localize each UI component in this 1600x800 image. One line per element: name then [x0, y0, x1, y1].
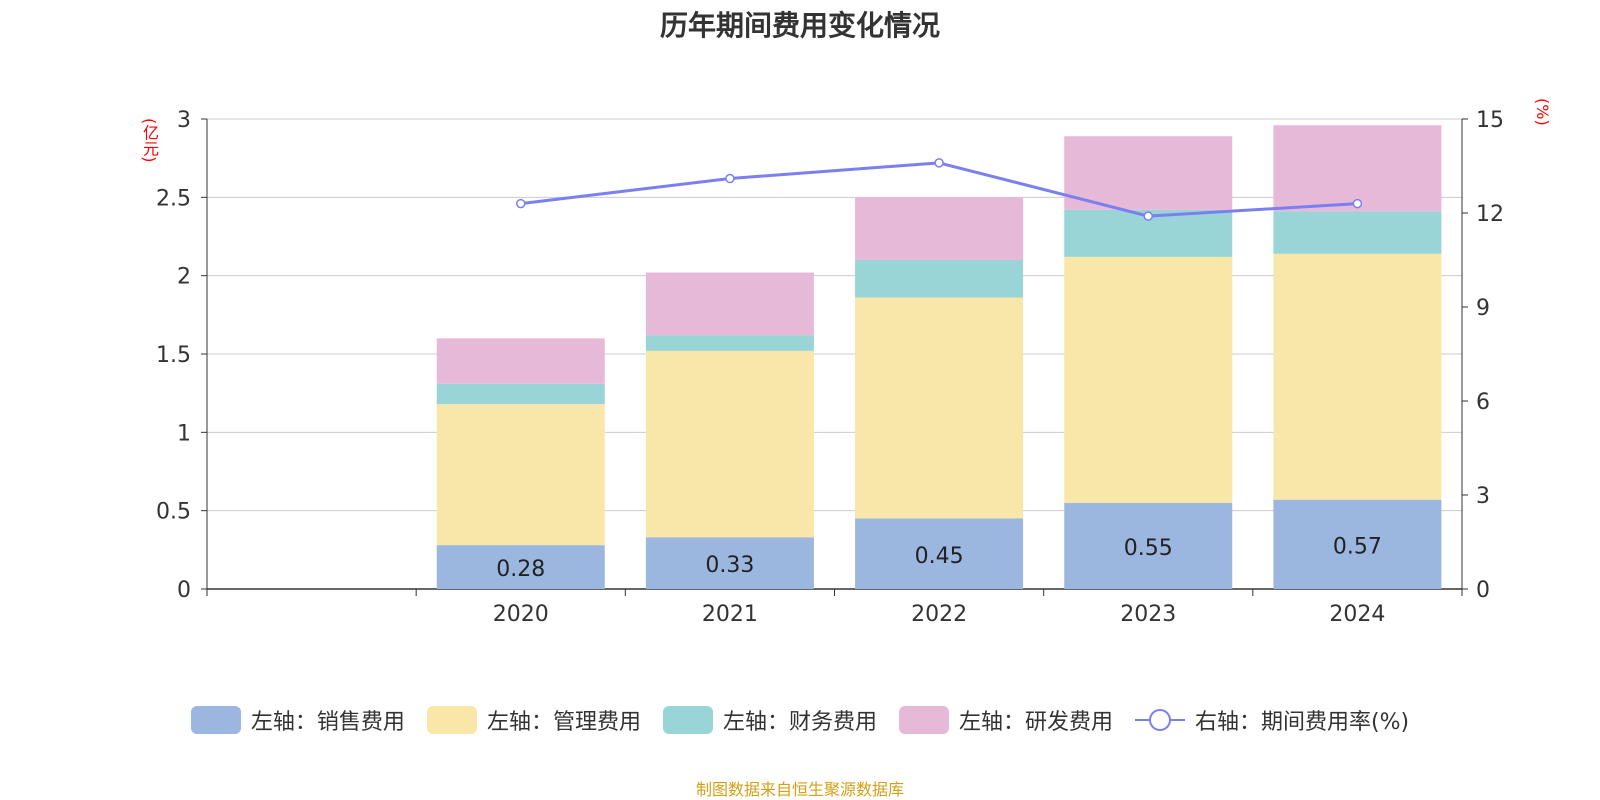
rate-point	[725, 173, 735, 184]
bar-segment-3	[855, 260, 1024, 298]
left-tick-label: 3	[177, 108, 191, 133]
bar-data-label: 0.33	[705, 553, 754, 578]
legend-swatch-rate	[1134, 709, 1185, 731]
legend-label-finance: 左轴：财务费用	[722, 710, 877, 735]
bar-segment-2	[855, 297, 1024, 519]
legend: 左轴：销售费用 左轴：管理费用 左轴：财务费用 左轴：研发费用 右轴：期间费用率…	[0, 700, 1600, 740]
bar-data-label: 0.45	[915, 544, 964, 569]
legend-item-rnd[interactable]: 左轴：研发费用	[898, 704, 1113, 736]
bar-segment-1	[855, 518, 1024, 589]
right-tick-label: 9	[1476, 296, 1490, 321]
legend-item-finance[interactable]: 左轴：财务费用	[662, 704, 877, 736]
left-axis-unit: (亿元)	[140, 118, 159, 163]
right-tick-label: 3	[1476, 484, 1490, 509]
bar-segment-1	[1064, 502, 1233, 589]
bar-data-label: 0.28	[496, 557, 545, 582]
rate-point	[1352, 198, 1363, 209]
bar-segment-3	[436, 383, 605, 405]
source-note: 制图数据来自恒生聚源数据库	[695, 780, 904, 799]
legend-swatch-admin	[426, 706, 477, 734]
right-tick-label: 15	[1476, 108, 1504, 133]
legend-item-sales[interactable]: 左轴：销售费用	[190, 704, 405, 736]
x-tick-label: 2023	[1120, 602, 1176, 627]
bar-segment-4	[436, 338, 605, 384]
bar-segment-4	[645, 272, 814, 336]
bar-segment-1	[645, 537, 814, 589]
chart-title: 历年期间费用变化情况	[659, 9, 940, 42]
legend-swatch-sales	[190, 706, 241, 734]
bar-segment-3	[645, 335, 814, 351]
bar-segment-3	[1273, 211, 1442, 254]
bar-segment-2	[645, 350, 814, 538]
right-tick-label: 12	[1476, 202, 1504, 227]
right-axis-unit: (%)	[1533, 98, 1552, 126]
x-tick-label: 2024	[1329, 602, 1385, 627]
bar-data-label: 0.55	[1124, 536, 1173, 561]
bar-segment-1	[1273, 499, 1442, 589]
legend-label-rnd: 左轴：研发费用	[958, 710, 1113, 735]
bar-segment-4	[1273, 125, 1442, 212]
legend-item-admin[interactable]: 左轴：管理费用	[426, 704, 641, 736]
left-tick-label: 0	[177, 578, 191, 603]
rate-point	[1143, 211, 1153, 221]
bar-data-label: 0.57	[1333, 534, 1382, 559]
legend-swatch-rnd	[898, 706, 949, 734]
bar-segment-1	[436, 545, 605, 589]
right-tick-label: 6	[1476, 390, 1490, 415]
legend-label-sales: 左轴：销售费用	[250, 710, 405, 735]
rate-point	[516, 198, 526, 209]
bar-segment-4	[855, 197, 1024, 260]
left-tick-label: 1	[177, 421, 191, 446]
x-tick-label: 2022	[911, 602, 967, 627]
x-tick-label: 2021	[702, 602, 758, 627]
bar-segment-2	[1273, 253, 1442, 500]
legend-swatch-finance	[662, 706, 713, 734]
left-tick-label: 0.5	[156, 500, 191, 525]
left-tick-label: 2	[177, 265, 191, 290]
legend-label-admin: 左轴：管理费用	[486, 710, 641, 735]
right-tick-label: 0	[1476, 578, 1490, 603]
bar-segment-4	[1064, 136, 1233, 210]
rate-point	[934, 158, 944, 168]
left-tick-label: 2.5	[156, 186, 191, 211]
x-tick-label: 2020	[493, 602, 549, 627]
left-tick-label: 1.5	[156, 343, 191, 368]
bar-segment-2	[436, 404, 605, 546]
bar-segment-2	[1064, 256, 1233, 503]
legend-item-rate[interactable]: 右轴：期间费用率(%)	[1134, 704, 1410, 736]
legend-label-rate: 右轴：期间费用率(%)	[1194, 710, 1410, 735]
